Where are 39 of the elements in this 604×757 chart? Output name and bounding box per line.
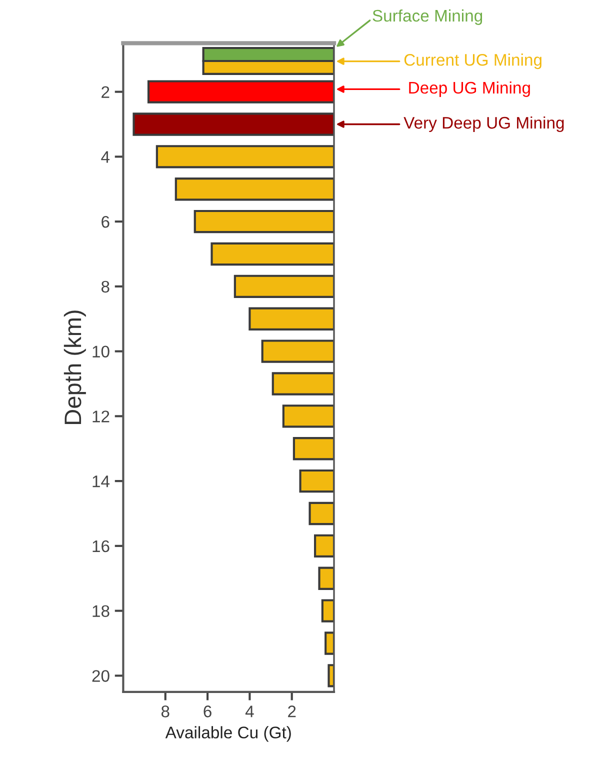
bar <box>292 437 334 460</box>
bar <box>174 178 334 201</box>
x-tick-label: 4 <box>245 706 254 718</box>
bar <box>272 372 334 396</box>
bar <box>282 404 334 428</box>
text: Deep UG Mining <box>409 81 530 97</box>
bar <box>328 664 334 688</box>
y-tick-label: 14 <box>92 476 110 488</box>
y-tick-label: 6 <box>102 216 110 228</box>
bar <box>194 210 334 234</box>
bar <box>132 112 334 136</box>
x-tick-label: 8 <box>161 706 170 718</box>
bar <box>321 599 334 622</box>
y-tick-label: 18 <box>92 605 110 618</box>
bar <box>314 534 334 558</box>
bar <box>261 340 334 363</box>
bar <box>308 502 334 526</box>
x-tick-label: 2 <box>288 706 296 718</box>
bar <box>324 632 334 655</box>
y-tick-label: 10 <box>92 346 110 358</box>
bar <box>248 307 334 330</box>
y-tick-label: 8 <box>101 280 110 293</box>
y-tick-label: 20 <box>92 670 110 682</box>
text: Very Deep UG Mining <box>404 116 564 132</box>
y-tick-label: 2 <box>102 86 110 98</box>
y-tick-label: 16 <box>92 540 110 552</box>
bar <box>210 242 334 266</box>
text: Surface Mining <box>372 9 482 25</box>
bar <box>234 274 334 298</box>
x-axis-title: Available Cu (Gt) <box>165 726 291 742</box>
bar <box>318 566 334 590</box>
bar <box>147 80 334 104</box>
bar <box>299 469 334 493</box>
y-tick-label: 4 <box>101 151 110 163</box>
x-tick-label: 6 <box>204 706 212 718</box>
text: Current UG Mining <box>404 54 542 70</box>
bar <box>156 145 334 168</box>
y-tick-label: 12 <box>92 410 110 422</box>
y-axis-title: Depth (km) <box>64 310 86 424</box>
